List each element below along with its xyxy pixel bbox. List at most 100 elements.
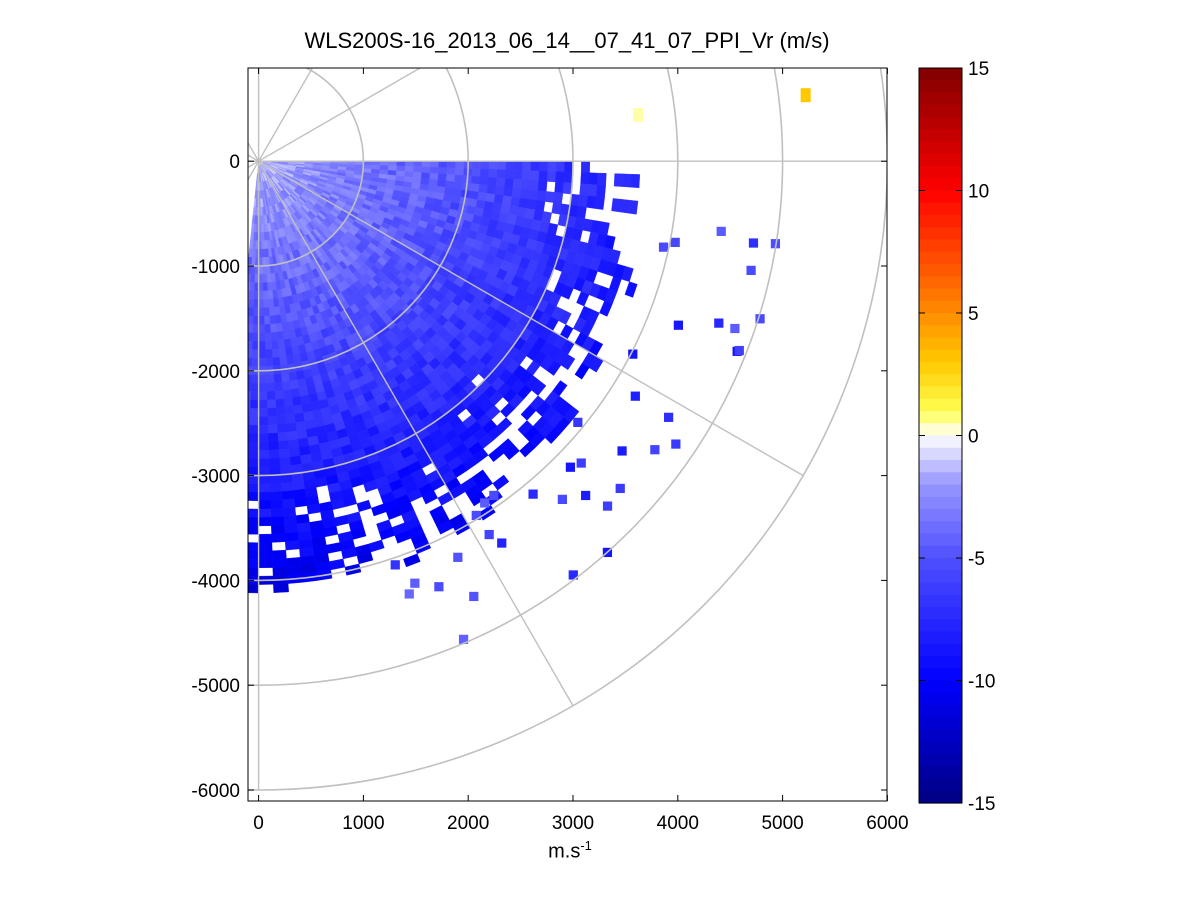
data-cell bbox=[265, 374, 275, 384]
colorbar-swatch bbox=[919, 692, 962, 706]
data-cell bbox=[250, 231, 254, 241]
data-cell bbox=[271, 524, 285, 535]
colorbar-tick-label: 5 bbox=[968, 304, 979, 325]
data-cell bbox=[630, 391, 640, 401]
data-cell bbox=[263, 307, 270, 317]
data-cell bbox=[363, 480, 378, 493]
data-cell bbox=[530, 160, 540, 172]
data-cell bbox=[220, 524, 234, 534]
data-cell bbox=[503, 444, 520, 461]
data-cell bbox=[596, 184, 606, 198]
data-cell bbox=[471, 510, 481, 521]
data-cell bbox=[480, 498, 490, 508]
data-cell bbox=[262, 282, 268, 292]
colorbar-swatch bbox=[919, 202, 962, 216]
data-cell bbox=[488, 160, 498, 170]
data-cell bbox=[222, 499, 235, 508]
data-cell bbox=[232, 407, 241, 416]
colorbar-swatch bbox=[919, 643, 962, 657]
data-cell bbox=[438, 160, 448, 169]
data-cell bbox=[233, 517, 246, 526]
data-cell bbox=[544, 191, 555, 203]
data-cell bbox=[258, 466, 270, 476]
data-cell bbox=[270, 508, 284, 518]
data-cell bbox=[264, 332, 272, 342]
data-cell bbox=[248, 567, 259, 577]
y-tick-label: -5000 bbox=[191, 676, 240, 697]
data-cell bbox=[248, 483, 259, 493]
colorbar-swatch bbox=[919, 362, 962, 375]
data-cell bbox=[501, 195, 513, 206]
colorbar-swatch bbox=[919, 117, 962, 130]
data-cell bbox=[255, 181, 258, 191]
data-cell bbox=[505, 169, 515, 180]
data-cell bbox=[258, 341, 266, 351]
data-cell bbox=[429, 166, 439, 175]
x-axis: 0 1000 2000 3000 4000 5000 6000 bbox=[253, 68, 909, 834]
data-cell bbox=[403, 553, 421, 568]
colorbar-swatch bbox=[919, 472, 962, 486]
data-cell bbox=[279, 456, 291, 467]
data-cell bbox=[520, 179, 531, 190]
x-axis-label: m.s-1 bbox=[548, 838, 592, 863]
data-cell bbox=[249, 282, 255, 292]
data-cell bbox=[410, 578, 420, 588]
data-cell bbox=[248, 374, 252, 384]
data-cell bbox=[579, 183, 590, 197]
azimuth-spoke bbox=[248, 154, 259, 162]
data-cell bbox=[445, 174, 456, 183]
data-cell bbox=[564, 160, 574, 173]
data-cell bbox=[488, 446, 505, 463]
data-cell bbox=[248, 450, 249, 459]
data-cell bbox=[248, 441, 250, 451]
data-cell bbox=[248, 332, 253, 342]
data-cell bbox=[576, 458, 586, 468]
data-cell bbox=[261, 248, 266, 258]
azimuth-spoke bbox=[248, 141, 260, 162]
data-cell bbox=[271, 348, 280, 358]
data-cell bbox=[587, 184, 598, 197]
data-cell bbox=[529, 179, 540, 191]
data-cell bbox=[630, 173, 641, 189]
data-cell bbox=[258, 307, 265, 317]
data-cell bbox=[554, 181, 565, 194]
data-cell bbox=[470, 175, 481, 185]
data-cell bbox=[285, 354, 295, 365]
data-cell bbox=[249, 240, 254, 250]
data-cell bbox=[396, 160, 406, 167]
data-cell bbox=[573, 417, 583, 427]
data-cell bbox=[446, 167, 456, 176]
data-cell bbox=[278, 347, 287, 358]
colorbar-swatch bbox=[919, 778, 962, 792]
data-cell bbox=[539, 160, 549, 172]
data-cell bbox=[455, 160, 465, 169]
data-cell bbox=[267, 290, 274, 300]
data-cell bbox=[252, 332, 259, 342]
colorbar-swatch bbox=[919, 398, 962, 412]
data-cell bbox=[615, 483, 625, 494]
data-cell bbox=[387, 165, 398, 172]
data-cell bbox=[379, 165, 389, 171]
data-cell bbox=[421, 490, 438, 505]
azimuth-spoke bbox=[248, 160, 260, 181]
data-cell bbox=[429, 172, 439, 181]
data-cell bbox=[518, 197, 529, 209]
colorbar-swatch bbox=[919, 607, 962, 620]
colorbar-swatch bbox=[919, 435, 962, 449]
y-tick-label: -4000 bbox=[191, 571, 240, 592]
data-cell bbox=[283, 515, 297, 526]
data-cell bbox=[223, 491, 235, 500]
data-cell bbox=[492, 474, 510, 491]
data-cell bbox=[328, 558, 346, 571]
colorbar-swatch bbox=[919, 374, 962, 388]
data-cell bbox=[576, 205, 587, 219]
data-cell bbox=[248, 282, 251, 292]
data-cell bbox=[233, 399, 242, 408]
data-cell bbox=[253, 290, 259, 300]
data-cell bbox=[670, 237, 680, 248]
azimuth-spoke bbox=[257, 160, 574, 707]
data-cell bbox=[248, 458, 259, 468]
data-cell bbox=[258, 299, 264, 309]
data-cell bbox=[276, 423, 288, 434]
data-cell bbox=[258, 416, 269, 426]
